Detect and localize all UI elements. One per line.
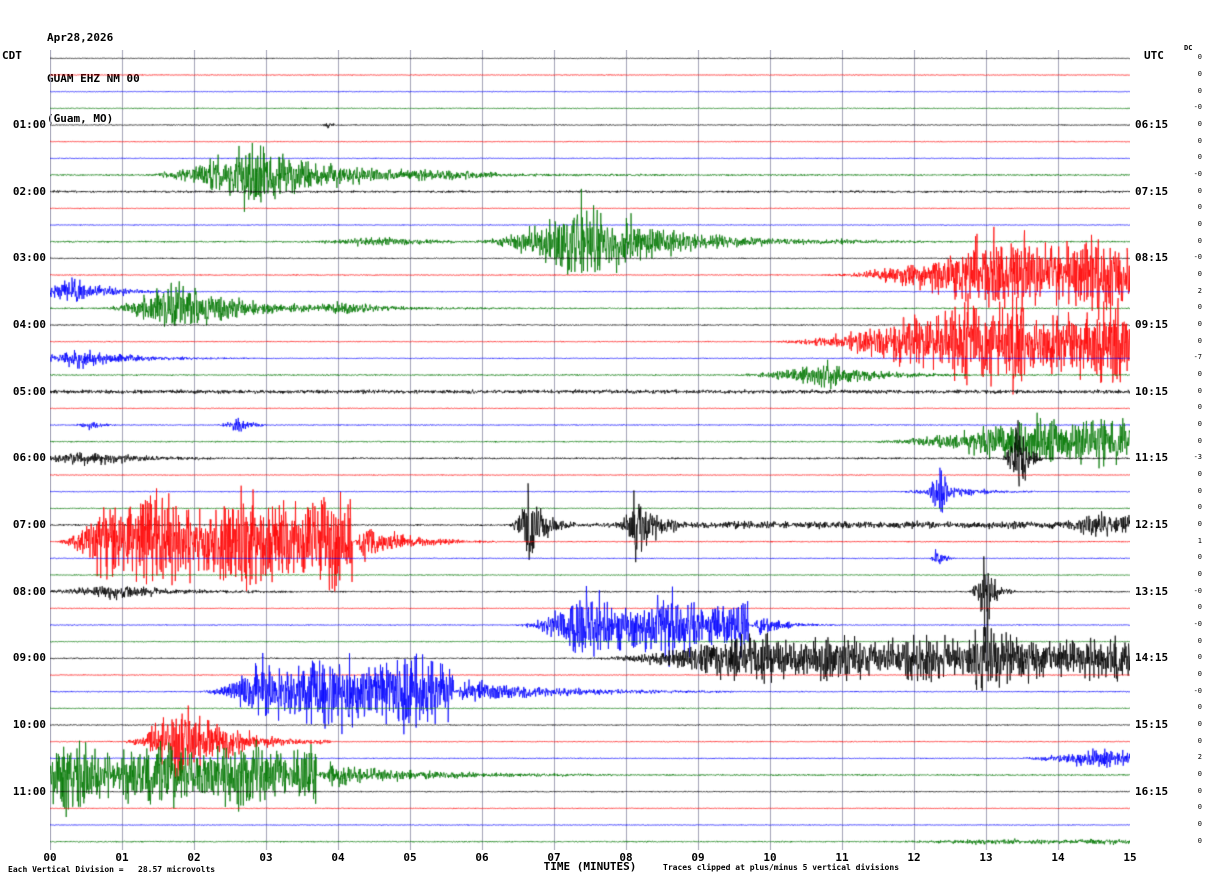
- dc-offset-value: -0: [1193, 170, 1202, 178]
- cdt-time-label: 06:00: [12, 451, 46, 465]
- header-date: Apr28,2026: [47, 31, 114, 44]
- dc-offset-value: 0: [1197, 786, 1202, 795]
- dc-offset-value: 0: [1197, 70, 1202, 78]
- dc-offset-value: 0: [1197, 553, 1202, 562]
- dc-offset-value: 0: [1197, 270, 1202, 278]
- utc-time-label: 06:15: [1135, 118, 1169, 131]
- dc-offset-value: 0: [1197, 503, 1202, 512]
- utc-time-label: 10:15: [1135, 384, 1169, 398]
- x-axis-title: TIME (MINUTES): [543, 860, 637, 873]
- cdt-time-label: 03:00: [12, 251, 46, 265]
- dc-offset-value: -0: [1193, 620, 1202, 628]
- utc-time-label: 07:15: [1135, 184, 1169, 198]
- dc-offset-value: -7: [1193, 353, 1202, 362]
- x-tick-label: 12: [907, 851, 921, 864]
- dc-offset-value: 0: [1197, 636, 1202, 645]
- utc-time-label: 12:15: [1135, 518, 1169, 531]
- dc-offset-value: 2: [1197, 286, 1202, 295]
- dc-offset-value: -0: [1193, 103, 1202, 112]
- dc-offset-value: 0: [1197, 120, 1202, 128]
- dc-offset-value: 0: [1197, 603, 1202, 612]
- dc-offset-value: 0: [1197, 486, 1202, 495]
- dc-offset-value: 0: [1197, 703, 1202, 712]
- cdt-time-label: 08:00: [12, 584, 46, 598]
- x-tick-label: 04: [331, 851, 345, 864]
- x-tick-label: 07: [547, 851, 561, 864]
- dc-offset-value: 0: [1197, 770, 1202, 778]
- utc-time-label: 09:15: [1135, 318, 1169, 331]
- x-tick-label: 08: [619, 851, 633, 864]
- dc-offset-value: 0: [1197, 720, 1202, 728]
- scale-note: Each Vertical Division = 28.57 microvolt…: [8, 865, 216, 874]
- dc-offset-value: 0: [1197, 153, 1202, 162]
- x-tick-label: 01: [115, 851, 129, 864]
- dc-offset-value: 1: [1197, 536, 1202, 545]
- utc-time-label: 13:15: [1135, 584, 1169, 598]
- x-tick-label: 00: [43, 851, 57, 864]
- cdt-time-label: 10:00: [12, 718, 46, 731]
- cdt-axis-label: CDT: [2, 49, 22, 62]
- dc-axis-label: DC: [1184, 44, 1193, 52]
- dc-offset-value: 0: [1197, 403, 1202, 412]
- helicorder-plot: [50, 50, 1130, 850]
- x-tick-label: 02: [187, 851, 201, 864]
- cdt-time-label: 04:00: [12, 318, 46, 331]
- utc-axis-label: UTC: [1144, 49, 1164, 62]
- cdt-time-label: 11:00: [12, 784, 46, 798]
- utc-time-label: 11:15: [1135, 451, 1169, 465]
- dc-offset-value: 0: [1197, 570, 1202, 578]
- dc-offset-value: 0: [1197, 370, 1202, 378]
- x-tick-label: 05: [403, 851, 417, 864]
- dc-offset-value: 0: [1197, 53, 1202, 62]
- dc-offset-value: 0: [1197, 320, 1202, 328]
- dc-offset-value: 0: [1197, 420, 1202, 428]
- x-tick-label: 09: [691, 851, 705, 864]
- dc-offset-value: 0: [1197, 803, 1202, 812]
- dc-offset-value: 0: [1197, 203, 1202, 212]
- cdt-time-label: 09:00: [12, 651, 46, 665]
- x-tick-label: 13: [979, 851, 993, 864]
- clip-note: Traces clipped at plus/minus 5 vertical …: [663, 863, 900, 872]
- dc-offset-value: 0: [1197, 86, 1202, 95]
- dc-offset-value: 0: [1197, 303, 1202, 312]
- dc-offset-value: 0: [1197, 386, 1202, 395]
- dc-offset-value: 0: [1197, 670, 1202, 678]
- dc-offset-value: 0: [1197, 436, 1202, 445]
- dc-offset-value: 0: [1197, 470, 1202, 478]
- x-tick-label: 14: [1051, 851, 1065, 864]
- dc-offset-value: 0: [1197, 236, 1202, 245]
- utc-time-label: 16:15: [1135, 784, 1169, 798]
- dc-offset-value: 0: [1197, 186, 1202, 195]
- utc-time-label: 15:15: [1135, 718, 1169, 731]
- dc-offset-value: -0: [1193, 686, 1202, 695]
- dc-offset-value: 0: [1197, 820, 1202, 828]
- utc-time-label: 08:15: [1135, 251, 1169, 265]
- x-tick-label: 06: [475, 851, 489, 864]
- cdt-time-label: 05:00: [12, 384, 46, 398]
- utc-time-label: 14:15: [1135, 651, 1169, 665]
- dc-offset-value: 0: [1197, 736, 1202, 745]
- dc-offset-value: 2: [1197, 753, 1202, 762]
- x-tick-label: 10: [763, 851, 777, 864]
- dc-offset-value: 0: [1197, 836, 1202, 845]
- cdt-time-label: 02:00: [12, 184, 46, 198]
- cdt-time-label: 01:00: [12, 118, 46, 131]
- dc-offset-value: -3: [1193, 453, 1202, 462]
- dc-offset-value: 0: [1197, 653, 1202, 662]
- x-tick-label: 11: [835, 851, 849, 864]
- dc-offset-value: 0: [1197, 220, 1202, 228]
- dc-offset-value: 0: [1197, 336, 1202, 345]
- dc-offset-value: -0: [1193, 586, 1202, 595]
- x-tick-label: 03: [259, 851, 273, 864]
- dc-offset-value: 0: [1197, 520, 1202, 528]
- x-tick-label: 15: [1123, 851, 1137, 864]
- dc-offset-value: 0: [1197, 136, 1202, 145]
- cdt-time-label: 07:00: [12, 518, 46, 531]
- dc-offset-value: -0: [1193, 253, 1202, 262]
